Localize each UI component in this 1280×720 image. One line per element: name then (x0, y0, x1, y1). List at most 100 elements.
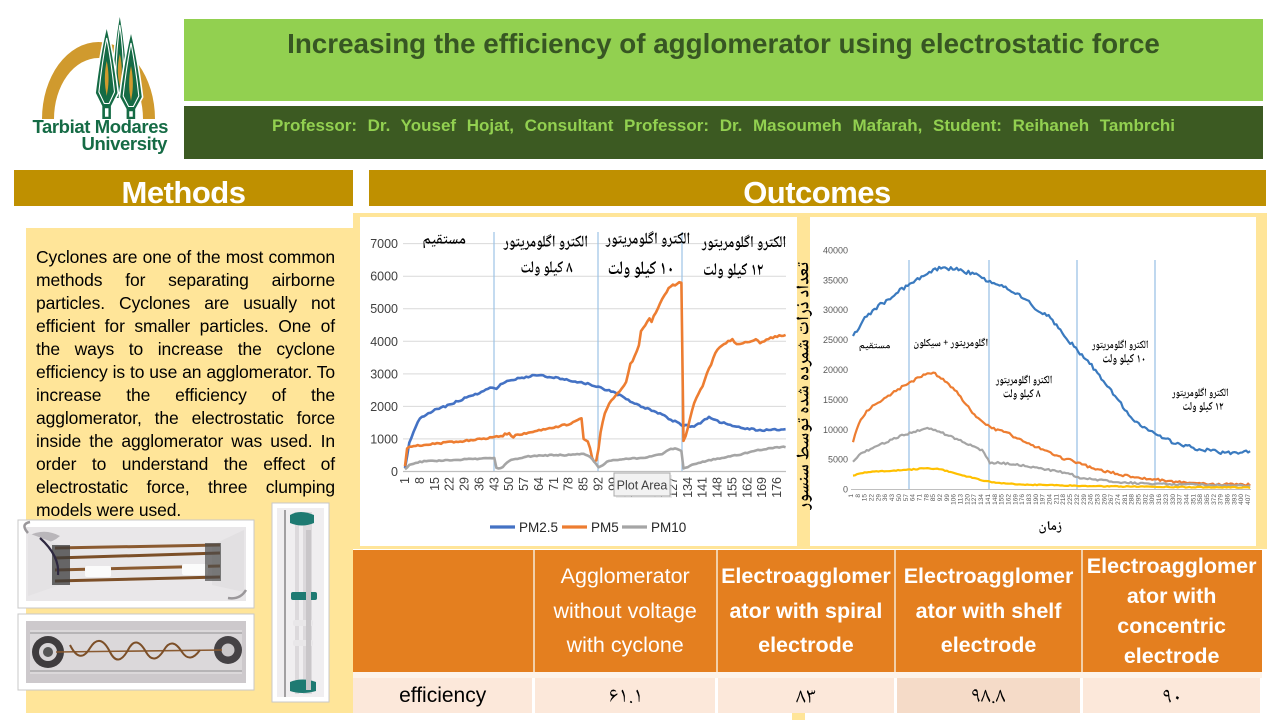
svg-text:22: 22 (869, 494, 876, 502)
svg-text:PM10: PM10 (651, 520, 686, 535)
svg-text:0: 0 (391, 465, 398, 479)
svg-text:22: 22 (443, 477, 457, 491)
svg-text:0: 0 (843, 485, 848, 495)
svg-text:71: 71 (917, 494, 924, 502)
svg-text:15: 15 (862, 494, 869, 502)
svg-text:365: 365 (1204, 494, 1211, 505)
svg-text:25000: 25000 (823, 335, 848, 345)
svg-text:267: 267 (1108, 494, 1115, 505)
svg-text:407: 407 (1245, 494, 1252, 505)
svg-text:106: 106 (951, 494, 958, 505)
svg-text:239: 239 (1081, 494, 1088, 505)
svg-text:120: 120 (964, 494, 971, 505)
svg-text:36: 36 (472, 477, 486, 491)
svg-text:183: 183 (1026, 494, 1033, 505)
svg-text:379: 379 (1218, 494, 1225, 505)
svg-text:169: 169 (755, 477, 769, 498)
svg-text:176: 176 (770, 477, 784, 498)
svg-text:50: 50 (896, 494, 903, 502)
svg-text:176: 176 (1019, 494, 1026, 505)
svg-text:29: 29 (875, 494, 882, 502)
svg-text:1: 1 (848, 494, 855, 498)
svg-text:7000: 7000 (370, 237, 398, 251)
svg-text:29: 29 (458, 477, 472, 491)
svg-text:134: 134 (978, 494, 985, 505)
svg-text:Tarbiat Modares: Tarbiat Modares (32, 116, 168, 137)
svg-text:330: 330 (1170, 494, 1177, 505)
svg-text:225: 225 (1067, 494, 1074, 505)
svg-text:8: 8 (413, 477, 427, 484)
svg-text:78: 78 (923, 494, 930, 502)
svg-text:PM5: PM5 (591, 520, 619, 535)
svg-text:10000: 10000 (823, 425, 848, 435)
svg-text:85: 85 (930, 494, 937, 502)
svg-text:University: University (82, 133, 169, 154)
svg-text:35000: 35000 (823, 275, 848, 285)
svg-text:PM2.5: PM2.5 (519, 520, 558, 535)
svg-text:43: 43 (487, 477, 501, 491)
svg-text:372: 372 (1211, 494, 1218, 505)
svg-text:218: 218 (1060, 494, 1067, 505)
svg-text:40000: 40000 (823, 246, 848, 256)
svg-text:15: 15 (428, 477, 442, 491)
svg-text:6000: 6000 (370, 270, 398, 284)
svg-text:162: 162 (1006, 494, 1013, 505)
svg-text:134: 134 (681, 477, 695, 498)
svg-text:337: 337 (1177, 494, 1184, 505)
svg-text:1: 1 (398, 477, 412, 484)
svg-text:36: 36 (882, 494, 889, 502)
svg-text:148: 148 (711, 477, 725, 498)
svg-text:99: 99 (944, 494, 951, 502)
svg-text:351: 351 (1190, 494, 1197, 505)
svg-text:246: 246 (1088, 494, 1095, 505)
svg-text:169: 169 (1012, 494, 1019, 505)
svg-text:2000: 2000 (370, 400, 398, 414)
svg-text:148: 148 (992, 494, 999, 505)
svg-text:64: 64 (532, 477, 546, 491)
svg-text:162: 162 (740, 477, 754, 498)
svg-text:155: 155 (725, 477, 739, 498)
svg-text:302: 302 (1142, 494, 1149, 505)
svg-text:85: 85 (577, 477, 591, 491)
svg-text:5000: 5000 (370, 302, 398, 316)
svg-text:288: 288 (1129, 494, 1136, 505)
svg-text:113: 113 (958, 494, 965, 505)
svg-text:260: 260 (1101, 494, 1108, 505)
svg-text:232: 232 (1074, 494, 1081, 505)
svg-text:4000: 4000 (370, 335, 398, 349)
svg-text:141: 141 (985, 494, 992, 505)
svg-text:393: 393 (1231, 494, 1238, 505)
svg-text:190: 190 (1033, 494, 1040, 505)
svg-text:204: 204 (1047, 494, 1054, 505)
svg-text:386: 386 (1225, 494, 1232, 505)
svg-text:43: 43 (889, 494, 896, 502)
svg-text:5000: 5000 (828, 455, 848, 465)
svg-text:92: 92 (937, 494, 944, 502)
svg-text:274: 274 (1115, 494, 1122, 505)
svg-text:155: 155 (999, 494, 1006, 505)
svg-text:281: 281 (1122, 494, 1129, 505)
svg-text:64: 64 (910, 494, 917, 502)
svg-text:309: 309 (1149, 494, 1156, 505)
svg-text:8: 8 (855, 494, 862, 498)
svg-text:323: 323 (1163, 494, 1170, 505)
svg-text:71: 71 (547, 477, 561, 491)
svg-text:57: 57 (517, 477, 531, 491)
svg-text:78: 78 (562, 477, 576, 491)
svg-text:50: 50 (502, 477, 516, 491)
svg-text:15000: 15000 (823, 395, 848, 405)
svg-text:253: 253 (1095, 494, 1102, 505)
svg-text:20000: 20000 (823, 365, 848, 375)
svg-text:57: 57 (903, 494, 910, 502)
svg-text:127: 127 (971, 494, 978, 505)
svg-text:400: 400 (1238, 494, 1245, 505)
svg-text:295: 295 (1136, 494, 1143, 505)
svg-text:1000: 1000 (370, 432, 398, 446)
svg-text:3000: 3000 (370, 367, 398, 381)
svg-text:316: 316 (1156, 494, 1163, 505)
svg-text:358: 358 (1197, 494, 1204, 505)
svg-text:Plot Area: Plot Area (617, 479, 668, 493)
svg-text:197: 197 (1040, 494, 1047, 505)
svg-text:141: 141 (696, 477, 710, 498)
svg-text:211: 211 (1053, 494, 1060, 505)
